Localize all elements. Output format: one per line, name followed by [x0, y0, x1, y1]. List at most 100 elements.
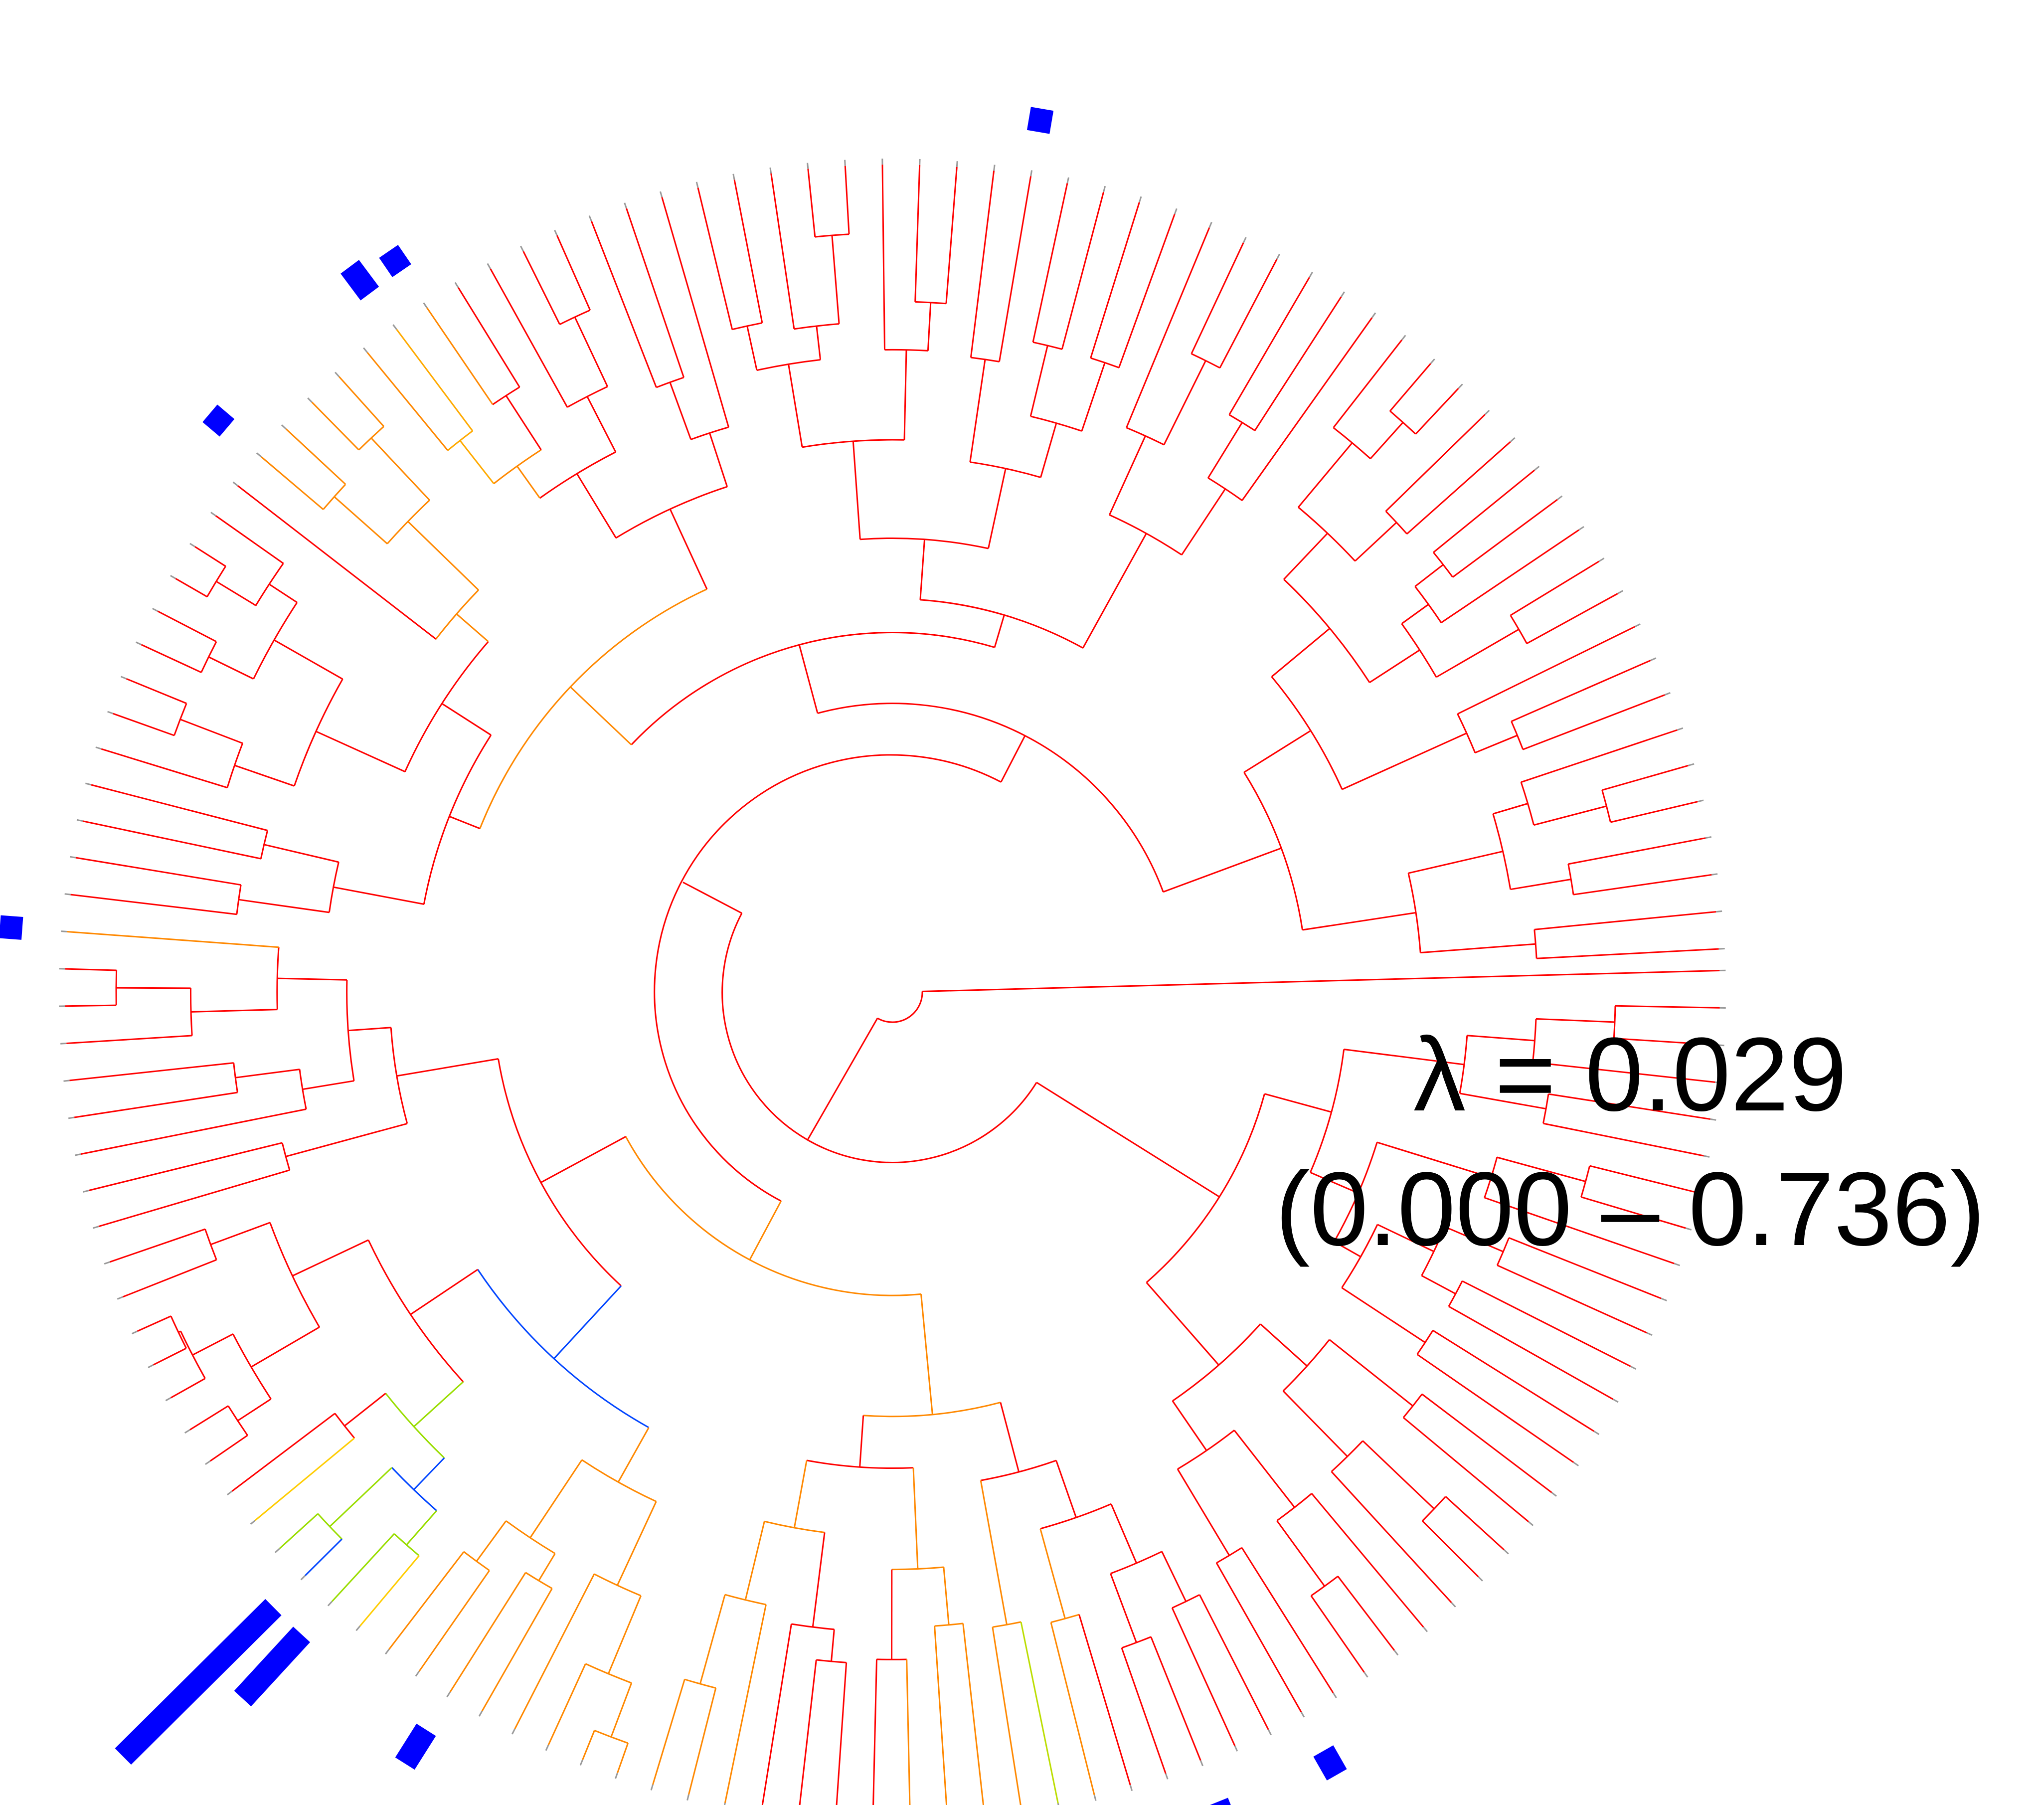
- trait-bars: [0, 107, 1347, 1805]
- tip-96: [554, 229, 558, 236]
- tip-50: [385, 1648, 390, 1655]
- branch-101: [859, 1415, 864, 1467]
- tip-31: [1057, 1803, 1059, 1805]
- branch-276: [516, 466, 541, 499]
- tip-120: [1401, 335, 1406, 341]
- branch-350: [1219, 259, 1278, 368]
- branch-376: [1406, 441, 1511, 535]
- branch-332: [1040, 423, 1057, 478]
- branch-258: [215, 515, 284, 564]
- branch-229: [70, 894, 237, 915]
- node-arc-54: [1331, 1440, 1363, 1472]
- branch-256: [175, 578, 208, 598]
- branch-364: [1283, 533, 1328, 580]
- branch-396: [1523, 694, 1665, 750]
- branch-55: [1362, 1440, 1435, 1510]
- tip-43: [615, 1773, 618, 1779]
- node-arc-296: [656, 376, 684, 388]
- branch-19: [1543, 1122, 1704, 1157]
- branch-377: [1369, 649, 1420, 684]
- branch-355: [1228, 277, 1310, 415]
- branch-319: [903, 350, 907, 440]
- branch-205: [74, 1091, 238, 1118]
- branch-64: [1311, 1493, 1424, 1628]
- branch-154: [388, 1551, 465, 1650]
- branch-107: [962, 1623, 985, 1805]
- tip-14: [1573, 1461, 1579, 1466]
- branch-250: [141, 644, 202, 673]
- branch-187: [137, 1315, 171, 1332]
- node-arc-287: [567, 385, 608, 408]
- branch-177: [237, 1398, 272, 1422]
- branch-89: [1110, 1573, 1137, 1643]
- tip-3: [1715, 1081, 1721, 1084]
- node-arc-213: [115, 970, 118, 1006]
- tip-6: [1695, 1191, 1702, 1195]
- lambda-annotation: λ = 0.029 (0.000 – 0.736): [1256, 1007, 2004, 1276]
- node-arc-61: [1177, 1430, 1235, 1470]
- branch-194: [285, 1122, 408, 1157]
- tip-66: [74, 1153, 81, 1156]
- branch-117: [831, 1629, 835, 1662]
- node-arc-301: [920, 599, 1083, 649]
- branch-198: [348, 1027, 391, 1032]
- branch-412: [1420, 943, 1536, 954]
- branch-44: [1416, 1354, 1574, 1463]
- tip-118: [1340, 291, 1345, 298]
- tip-133: [1677, 727, 1684, 731]
- branch-292: [556, 235, 591, 311]
- node-arc-38: [1448, 1280, 1463, 1307]
- tip-12: [1612, 1398, 1619, 1403]
- branch-267: [285, 428, 346, 485]
- node-arc-146: [506, 1520, 556, 1554]
- tip-44: [579, 1759, 583, 1766]
- branch-298: [626, 208, 685, 378]
- branch-200: [302, 1080, 354, 1090]
- branch-314: [770, 173, 795, 330]
- branch-65: [1276, 1520, 1326, 1587]
- branch-251: [157, 610, 217, 643]
- branch-43: [1432, 1329, 1595, 1432]
- node-arc-327: [970, 461, 1041, 478]
- tip-91: [392, 324, 397, 330]
- branch-312: [816, 326, 822, 360]
- branch-36: [1497, 1264, 1647, 1334]
- branch-308: [746, 326, 758, 370]
- branch-261: [237, 485, 437, 640]
- tip-47: [478, 1710, 483, 1717]
- tip-27: [1199, 1760, 1203, 1767]
- node-arc-222: [479, 588, 707, 829]
- branch-157: [413, 1381, 464, 1428]
- branch-119: [836, 1662, 848, 1805]
- branch-211: [66, 1035, 192, 1044]
- branch-225: [333, 886, 424, 905]
- trait-bar-6: [0, 915, 23, 940]
- branch-234: [91, 784, 268, 831]
- node-arc-365: [1298, 507, 1356, 562]
- branch-161: [406, 1510, 437, 1546]
- tip-129: [1617, 590, 1624, 594]
- branch-72: [1215, 1562, 1302, 1713]
- node-arc-116: [791, 1623, 835, 1630]
- tip-95: [520, 245, 524, 252]
- trait-bar-3: [395, 1723, 436, 1770]
- branch-173: [292, 1239, 369, 1277]
- tip-8: [1674, 1263, 1681, 1266]
- node-arc-126: [684, 1678, 716, 1689]
- branch-131: [553, 1285, 622, 1359]
- branch-353: [1207, 422, 1243, 479]
- branch-47: [1260, 1323, 1308, 1367]
- branch-92: [1121, 1647, 1167, 1774]
- node-arc-148: [525, 1572, 553, 1590]
- tip-21: [1393, 1649, 1399, 1656]
- branch-62: [1233, 1430, 1295, 1508]
- branch-286: [586, 396, 617, 453]
- tip-20: [1423, 1626, 1428, 1632]
- branch-248: [208, 656, 254, 680]
- node-arc-156: [367, 1240, 464, 1383]
- branch-69: [1177, 1468, 1230, 1556]
- node-arc-382: [1433, 551, 1454, 578]
- branch-288: [490, 268, 568, 408]
- branch-217: [1000, 735, 1026, 783]
- branch-214: [65, 1004, 117, 1007]
